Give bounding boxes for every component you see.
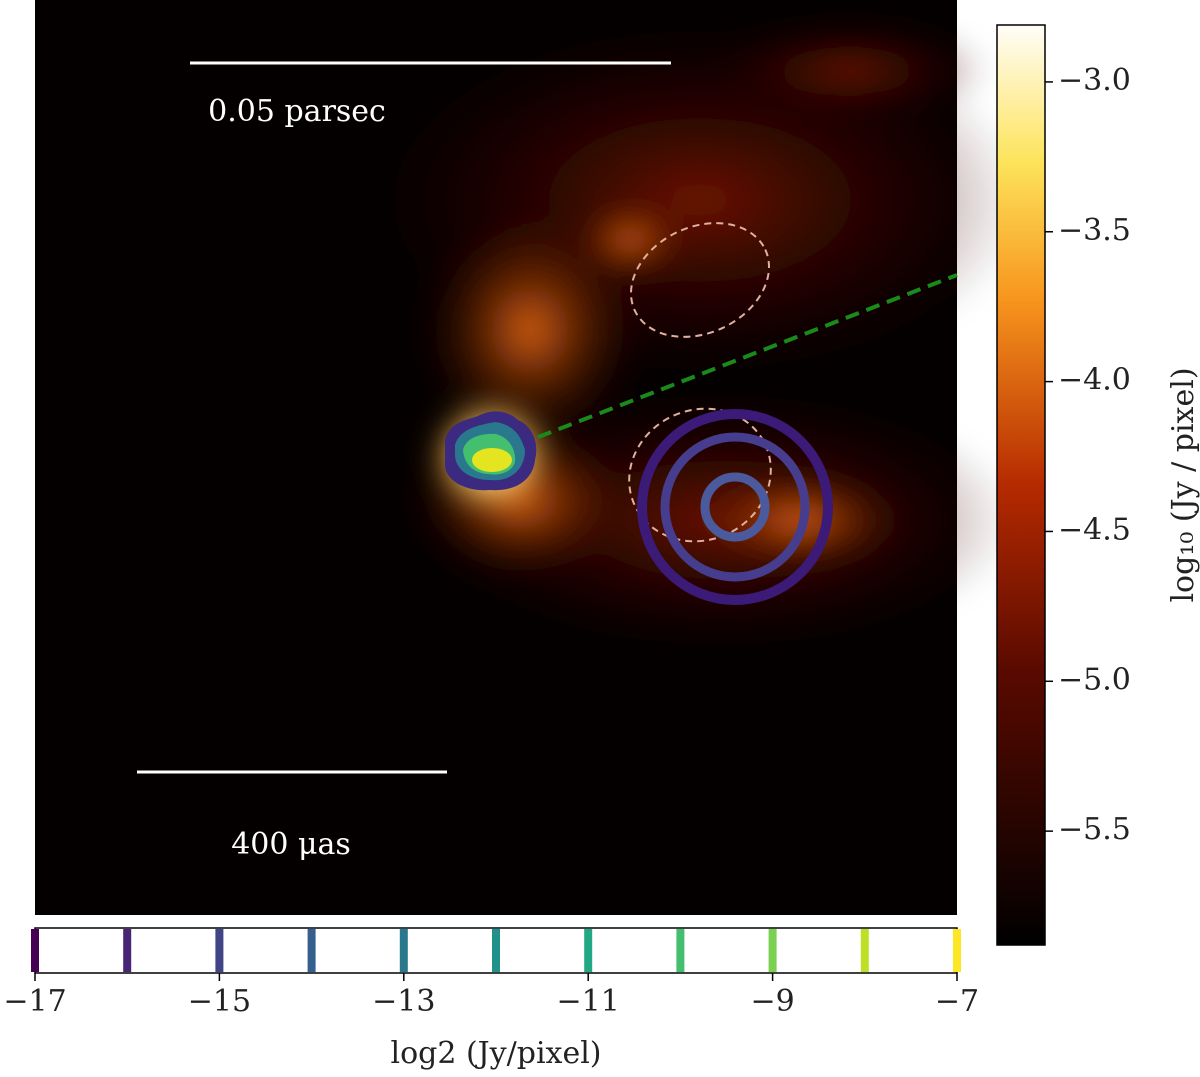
contour-colorbar-label: log2 (Jy/pixel) (390, 1036, 601, 1071)
y-tick-label: −3.0 (1058, 63, 1131, 98)
y-tick-label: −5.5 (1058, 812, 1131, 847)
scale-bar-label: 400 μas (231, 827, 351, 862)
y-tick-label: −3.5 (1058, 213, 1131, 248)
scale-bar-label: 0.05 parsec (208, 94, 386, 129)
y-tick-label: −5.0 (1058, 662, 1131, 697)
x-tick-label: −13 (372, 984, 435, 1019)
x-tick-label: −7 (935, 984, 979, 1019)
x-tick-label: −11 (557, 984, 620, 1019)
x-tick-label: −15 (188, 984, 251, 1019)
colorbar-label: log₁₀ (Jy / pixel) (1166, 367, 1200, 602)
y-tick-label: −4.5 (1058, 512, 1131, 547)
y-tick-label: −4.0 (1058, 363, 1131, 398)
x-tick-label: −17 (3, 984, 66, 1019)
image: 0.05 parsec 400 μas (35, 0, 1030, 915)
x-tick-label: −9 (750, 984, 794, 1019)
colorbar (996, 24, 1046, 946)
